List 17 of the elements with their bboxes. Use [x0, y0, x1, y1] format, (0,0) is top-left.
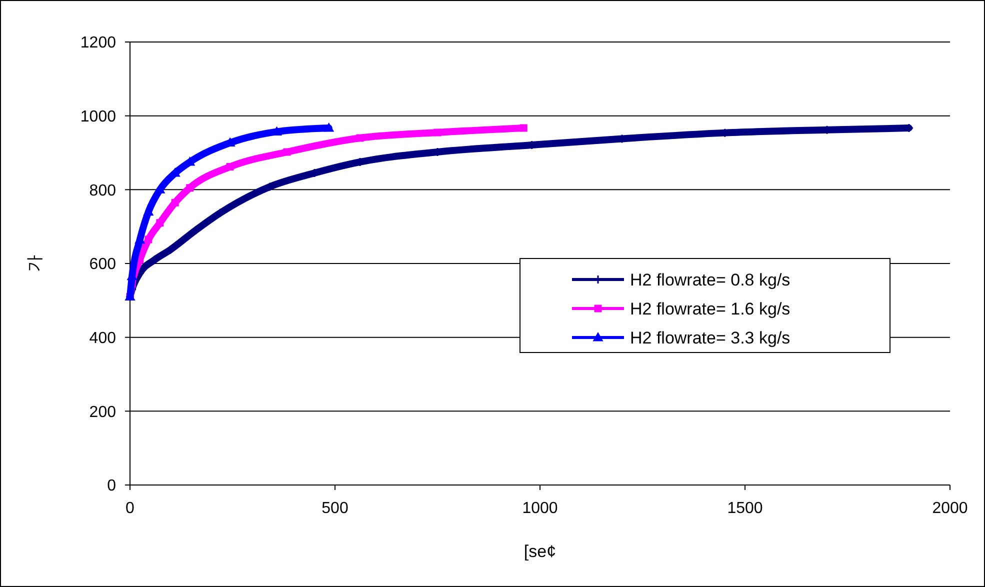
y-axis-title: 가	[25, 255, 44, 272]
y-tick-label: 200	[89, 404, 116, 421]
x-axis-title: [se¢	[524, 542, 556, 561]
y-tick-label: 600	[89, 256, 116, 274]
y-tick-label: 1200	[80, 34, 116, 52]
y-tick-label: 800	[89, 182, 116, 200]
y-tick-label: 1000	[80, 108, 116, 126]
x-tick-label: 0	[126, 500, 135, 517]
x-tick-label: 2000	[932, 500, 968, 517]
legend-label: H2 flowrate= 1.6 kg/s	[630, 299, 790, 318]
x-tick-label: 500	[322, 500, 348, 517]
y-tick-label: 0	[107, 478, 116, 495]
legend-label: H2 flowrate= 3.3 kg/s	[630, 328, 790, 348]
y-tick-label: 400	[89, 330, 116, 347]
x-tick-label: 1500	[727, 500, 763, 517]
x-tick-label: 1000	[522, 500, 558, 517]
legend-label: H2 flowrate= 0.8 kg/s	[630, 270, 790, 290]
